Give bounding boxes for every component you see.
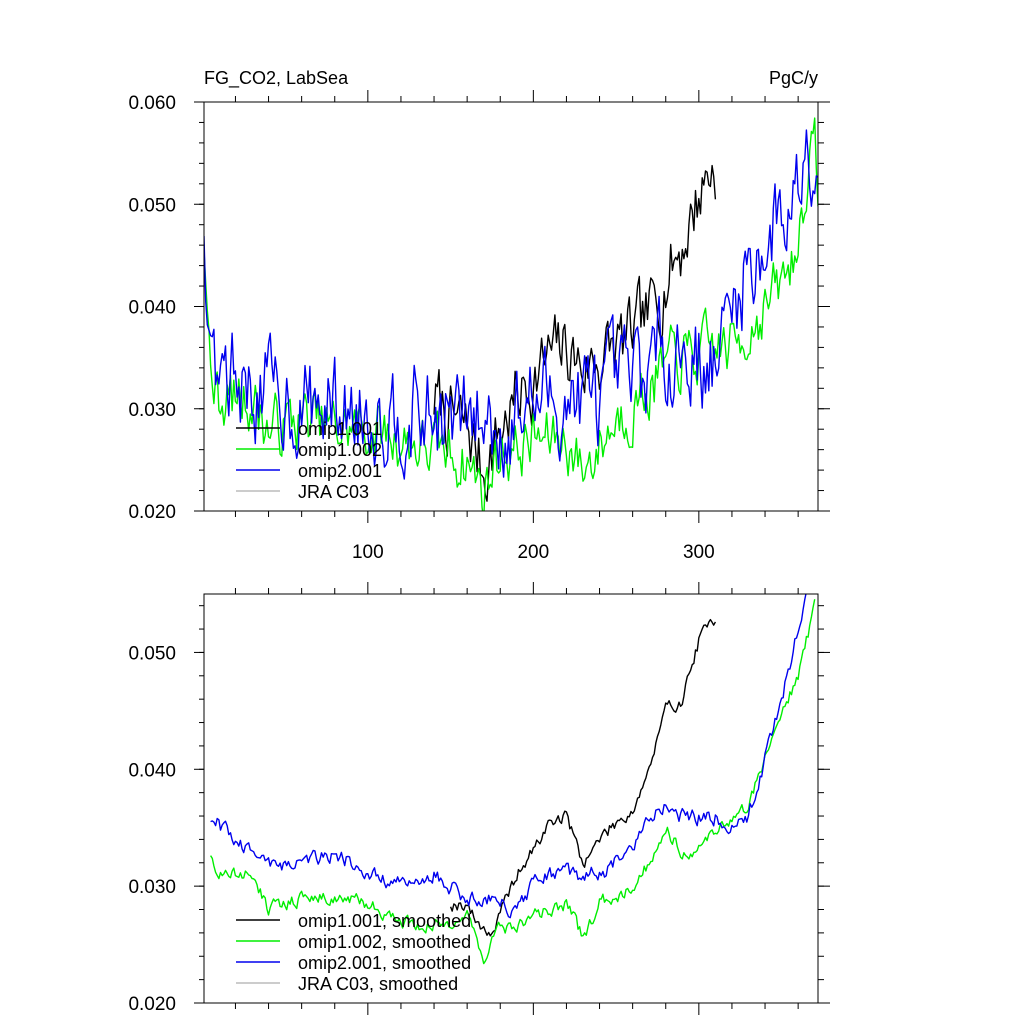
top-panel-series (204, 117, 818, 511)
bottom-series-omip1-002-smoothed (210, 599, 816, 965)
top-panel-ticks: 0.020 0.030 0.040 0.050 0.060 100 200 300 (128, 90, 830, 563)
bottom-ytick-label: 0.030 (128, 877, 176, 898)
top-legend-label: omip2.001 (298, 461, 382, 481)
bottom-series-omip2-001-smoothed (210, 594, 807, 919)
bottom-ytick-label: 0.050 (128, 643, 176, 664)
bottom-ytick-label: 0.040 (128, 760, 176, 781)
top-legend-label: JRA C03 (298, 482, 369, 502)
top-xtick-label: 100 (352, 542, 384, 563)
bottom-legend-label: omip2.001, smoothed (298, 953, 471, 973)
bottom-panel-ticks: 0.020 0.030 0.040 0.050 (128, 582, 830, 1015)
bottom-series-omip1-001-smoothed (449, 618, 717, 937)
top-legend-label: omip1.001 (298, 419, 382, 439)
bottom-panel: 0.020 0.030 0.040 0.050 omip1.001, smoothed… (128, 582, 830, 1015)
top-xtick-label: 200 (517, 542, 549, 563)
top-ytick-label: 0.040 (128, 298, 176, 319)
top-panel-title: FG_CO2, LabSea (204, 68, 349, 89)
top-series-omip2-001 (204, 129, 818, 480)
top-series-omip1-001 (433, 164, 717, 502)
top-panel-units: PgC/y (769, 68, 818, 88)
bottom-legend-label: omip1.002, smoothed (298, 932, 471, 952)
bottom-legend-label: JRA C03, smoothed (298, 974, 458, 994)
bottom-legend-label: omip1.001, smoothed (298, 911, 471, 931)
top-legend-label: omip1.002 (298, 440, 382, 460)
top-ytick-label: 0.030 (128, 400, 176, 421)
top-ytick-label: 0.060 (128, 93, 176, 114)
bottom-panel-series (210, 594, 816, 965)
bottom-panel-frame (203, 593, 819, 1004)
bottom-ytick-label: 0.020 (128, 994, 176, 1015)
top-panel: FG_CO2, LabSea PgC/y 0.020 0.030 0.040 0.05… (128, 68, 830, 563)
top-ytick-label: 0.050 (128, 195, 176, 216)
top-panel-frame (203, 101, 819, 512)
top-xtick-label: 300 (683, 542, 715, 563)
top-ytick-label: 0.020 (128, 502, 176, 523)
